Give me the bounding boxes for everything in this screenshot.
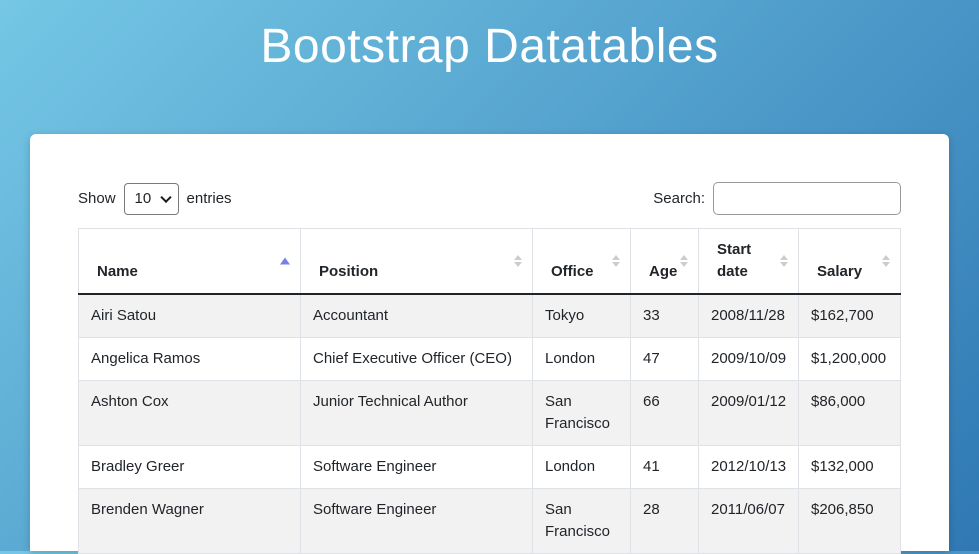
cell-salary: $132,000 — [798, 445, 901, 489]
cell-position: Accountant — [300, 293, 533, 338]
cell-name: Brenden Wagner — [78, 488, 301, 554]
column-header-position[interactable]: Position — [300, 228, 533, 295]
data-table: Name Position Office Age Start date Salary Ai… — [78, 228, 901, 554]
cell-age: 28 — [630, 488, 699, 554]
cell-office: London — [532, 445, 631, 489]
column-label: Age — [649, 263, 678, 280]
header-banner: Bootstrap Datatables — [0, 0, 979, 134]
cell-name: Angelica Ramos — [78, 337, 301, 381]
table-row: Ashton Cox Junior Technical Author San Fra… — [78, 380, 901, 446]
cell-position: Junior Technical Author — [300, 380, 533, 446]
cell-salary: $206,850 — [798, 488, 901, 554]
table-row: Bradley Greer Software Engineer London 41 20… — [78, 445, 901, 489]
table-row: Airi Satou Accountant Tokyo 33 2008/11/28 $16… — [78, 293, 901, 338]
sort-both-icon — [612, 255, 620, 267]
sort-both-icon — [882, 255, 890, 267]
sort-both-icon — [514, 255, 522, 267]
cell-position: Software Engineer — [300, 445, 533, 489]
cell-salary: $86,000 — [798, 380, 901, 446]
cell-start-date: 2012/10/13 — [698, 445, 799, 489]
show-label: Show — [78, 190, 116, 207]
page-title: Bootstrap Datatables — [260, 20, 719, 73]
cell-age: 66 — [630, 380, 699, 446]
cell-position: Chief Executive Officer (CEO) — [300, 337, 533, 381]
datatable-card: Show 10 entries Search: Name Position Offi… — [30, 134, 949, 554]
sort-both-icon — [780, 255, 788, 267]
entries-select[interactable]: 10 — [123, 182, 179, 215]
table-header: Name Position Office Age Start date Salary — [78, 228, 901, 295]
cell-office: San Francisco — [532, 488, 631, 554]
table-header-row: Name Position Office Age Start date Salary — [78, 228, 901, 295]
cell-salary: $1,200,000 — [798, 337, 901, 381]
search-input[interactable] — [713, 182, 901, 215]
column-label: Salary — [817, 263, 863, 280]
table-controls: Show 10 entries Search: — [78, 182, 901, 215]
column-label: Start date — [717, 241, 752, 280]
cell-age: 33 — [630, 293, 699, 338]
cell-name: Bradley Greer — [78, 445, 301, 489]
cell-office: London — [532, 337, 631, 381]
length-select-wrap: 10 — [123, 182, 179, 215]
search-control: Search: — [653, 182, 901, 215]
cell-office: Tokyo — [532, 293, 631, 338]
cell-office: San Francisco — [532, 380, 631, 446]
cell-position: Software Engineer — [300, 488, 533, 554]
cell-age: 41 — [630, 445, 699, 489]
column-header-age[interactable]: Age — [630, 228, 699, 295]
cell-start-date: 2009/10/09 — [698, 337, 799, 381]
column-label: Position — [319, 263, 379, 280]
table-row: Brenden Wagner Software Engineer San Franc… — [78, 488, 901, 554]
cell-start-date: 2009/01/12 — [698, 380, 799, 446]
cell-start-date: 2011/06/07 — [698, 488, 799, 554]
column-label: Name — [97, 263, 138, 280]
column-header-start-date[interactable]: Start date — [698, 228, 799, 295]
cell-name: Ashton Cox — [78, 380, 301, 446]
sort-both-icon — [680, 255, 688, 267]
table-row: Angelica Ramos Chief Executive Officer (C… — [78, 337, 901, 381]
cell-salary: $162,700 — [798, 293, 901, 338]
column-header-salary[interactable]: Salary — [798, 228, 901, 295]
cell-age: 47 — [630, 337, 699, 381]
cell-start-date: 2008/11/28 — [698, 293, 799, 338]
search-label: Search: — [653, 190, 705, 207]
entries-label: entries — [186, 190, 232, 207]
cell-name: Airi Satou — [78, 293, 301, 338]
sort-ascending-icon — [280, 257, 290, 265]
column-label: Office — [551, 263, 594, 280]
table-body: Airi Satou Accountant Tokyo 33 2008/11/28 $16… — [78, 293, 901, 554]
column-header-name[interactable]: Name — [78, 228, 301, 295]
page-length-control: Show 10 entries — [78, 182, 232, 215]
column-header-office[interactable]: Office — [532, 228, 631, 295]
